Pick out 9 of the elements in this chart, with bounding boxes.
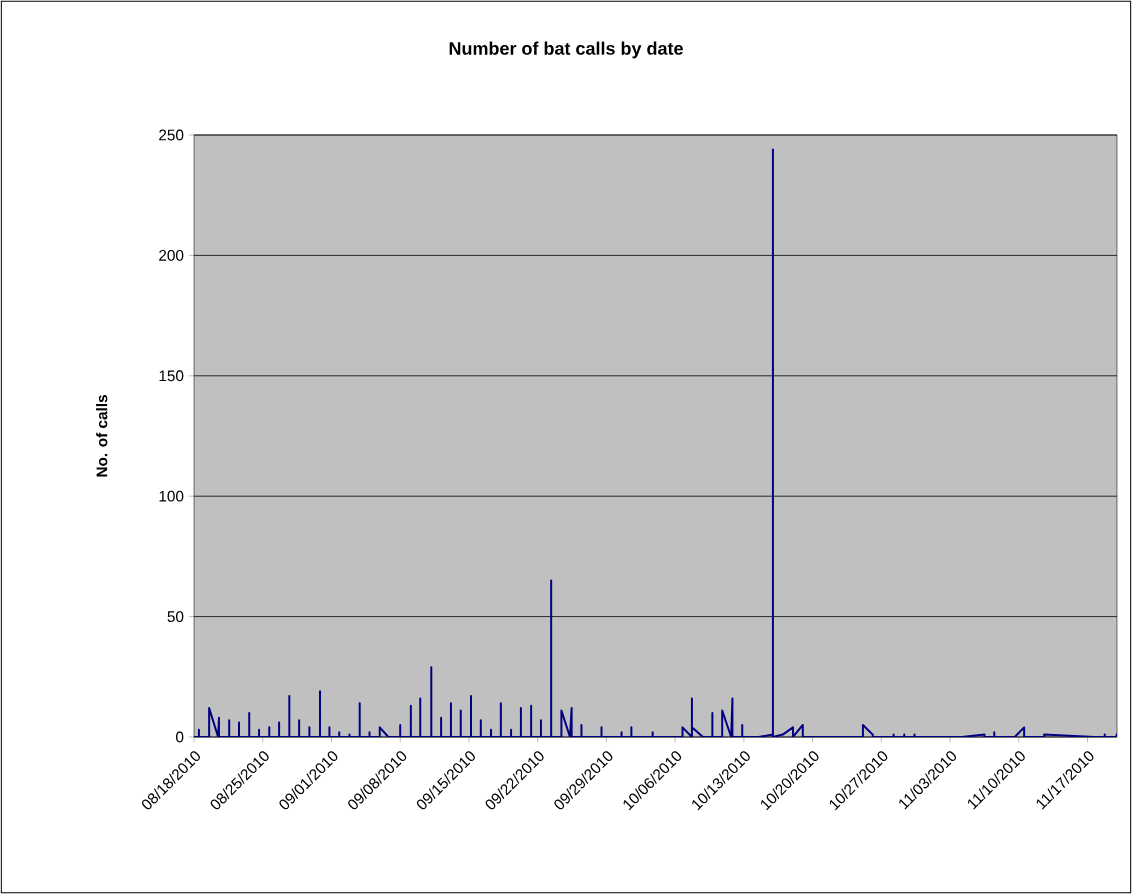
y-tick-label: 0 — [176, 731, 184, 743]
y-tick-label: 250 — [159, 129, 184, 141]
y-tick-label: 50 — [167, 611, 184, 623]
line-series — [194, 148, 1118, 737]
y-axis-title: No. of calls — [96, 395, 108, 477]
y-tick-label: 200 — [159, 249, 184, 261]
y-tick-label: 100 — [159, 490, 184, 502]
chart-title: Number of bat calls by date — [449, 41, 683, 59]
y-tick-label: 150 — [159, 370, 184, 382]
